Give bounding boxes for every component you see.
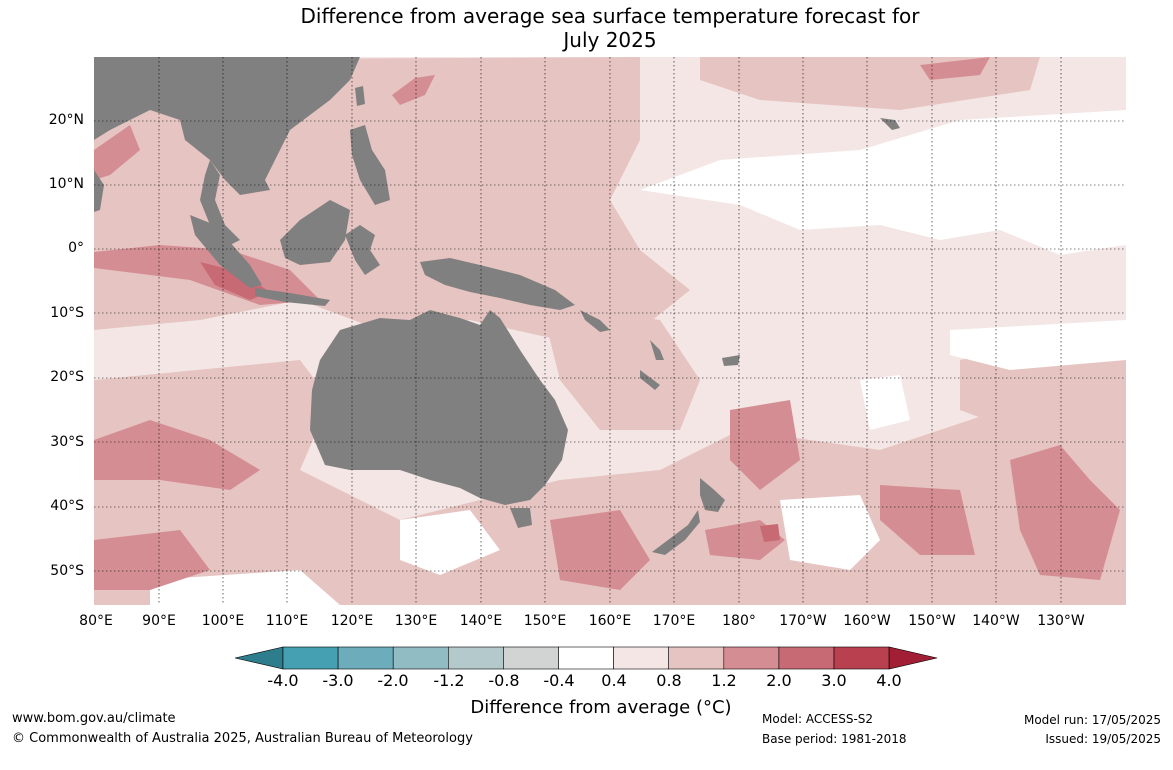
philippines — [350, 125, 390, 205]
colorbar-tick-label: 4.0 — [876, 671, 902, 690]
colorbar-tick-label: 1.2 — [711, 671, 737, 690]
lat-label-10n: 10°N — [48, 176, 84, 192]
map-title: Difference from average sea surface temp… — [94, 4, 1126, 52]
tasmania — [510, 508, 532, 528]
land-masses — [94, 57, 900, 555]
colorbar-tick-label: -4.0 — [267, 671, 299, 690]
anomaly-neutral-patch-4 — [150, 570, 340, 605]
anomaly-warm-north-1 — [392, 75, 435, 105]
colorbar-tick-label: 2.0 — [766, 671, 792, 690]
title-line-2: July 2025 — [563, 28, 657, 52]
lon-label-90e: 90°E — [142, 613, 176, 629]
lon-label-130e: 130°E — [394, 613, 438, 629]
lat-label-30s: 30°S — [50, 434, 84, 450]
taiwan — [355, 86, 365, 106]
borneo — [280, 200, 350, 265]
new-guinea — [420, 258, 575, 310]
anomaly-neutral-patch-3 — [860, 375, 910, 430]
colorbar-tick-label: 3.0 — [821, 671, 847, 690]
lat-label-10s: 10°S — [50, 305, 84, 321]
solomon-islands — [580, 310, 610, 332]
lon-label-130w: 130°W — [1037, 613, 1085, 629]
new-zealand-south — [652, 510, 700, 555]
colorbar-tick-label: 0.8 — [656, 671, 682, 690]
lat-label-20n: 20°N — [48, 112, 84, 128]
fiji — [722, 355, 740, 366]
base-period: Base period: 1981-2018 — [762, 732, 907, 746]
copyright-notice: © Commonwealth of Australia 2025, Austra… — [12, 731, 473, 746]
lat-label-50s: 50°S — [50, 563, 84, 579]
anomaly-warm-south-pacific-2 — [880, 485, 975, 555]
anomaly-warm-tasman — [550, 510, 650, 590]
anomaly-strong-java — [200, 262, 270, 300]
anomaly-warm-bay-of-bengal — [94, 125, 140, 180]
lon-label-120e: 120°E — [330, 613, 374, 629]
anomaly-warm-south-pacific-3 — [1010, 445, 1120, 580]
anomaly-neutral-patch-2 — [400, 510, 500, 575]
australia — [310, 310, 568, 505]
model-run-date: Model run: 17/05/2025 — [1023, 713, 1161, 727]
colorbar-tick-label: -3.0 — [322, 671, 354, 690]
colorbar-tick-label: -0.8 — [488, 671, 520, 690]
anomaly-neutral-patch-1 — [780, 495, 880, 570]
model-name: Model: ACCESS-S2 — [762, 712, 874, 726]
lon-label-140w: 140°W — [972, 613, 1020, 629]
colorbar-tick-label: -0.4 — [543, 671, 575, 690]
lon-label-110e: 110°E — [265, 613, 309, 629]
lon-label-150e: 150°E — [523, 613, 567, 629]
anomaly-strong-nz-east — [760, 524, 780, 542]
anomaly-neutral-central-pacific — [640, 110, 1126, 255]
graticule — [94, 57, 1126, 605]
new-caledonia — [640, 370, 660, 390]
lon-label-160e: 160°E — [588, 613, 632, 629]
lon-label-80e: 80°E — [79, 613, 113, 629]
colorbar-title: Difference from average (°C) — [470, 697, 732, 718]
lon-label-140e: 140°E — [459, 613, 503, 629]
lon-label-180: 180° — [722, 613, 756, 629]
title-line-1: Difference from average sea surface temp… — [300, 4, 920, 28]
sumatra — [190, 215, 262, 288]
anomaly-warm-indian-south — [94, 420, 260, 490]
anomaly-zone-coral — [540, 300, 700, 430]
anomaly-warm-southwest — [94, 530, 210, 590]
lon-label-160w: 160°W — [843, 613, 891, 629]
issued-date: Issued: 19/05/2025 — [1045, 732, 1161, 746]
lon-label-170w: 170°W — [779, 613, 827, 629]
java — [255, 288, 330, 306]
new-zealand-north — [700, 478, 725, 512]
anomaly-warm-south-pacific-1 — [730, 400, 800, 490]
website-link[interactable]: www.bom.gov.au/climate — [12, 711, 176, 726]
asia-mainland — [94, 57, 360, 195]
lon-label-170e: 170°E — [652, 613, 696, 629]
lat-label-40s: 40°S — [50, 498, 84, 514]
colorbar-tick-label: -2.0 — [377, 671, 409, 690]
india-tip — [94, 170, 104, 212]
colorbar-tick-label: 0.4 — [601, 671, 627, 690]
lat-label-equator: 0° — [68, 240, 84, 256]
sulawesi — [345, 225, 380, 275]
lat-label-20s: 20°S — [50, 369, 84, 385]
lon-label-100e: 100°E — [201, 613, 245, 629]
colorbar-tick-label: -1.2 — [433, 671, 465, 690]
lon-label-150w: 150°W — [908, 613, 956, 629]
anomaly-warm-north-2 — [920, 57, 990, 80]
vanuatu — [650, 340, 664, 360]
anomaly-neutral-south-pacific — [950, 320, 1126, 370]
